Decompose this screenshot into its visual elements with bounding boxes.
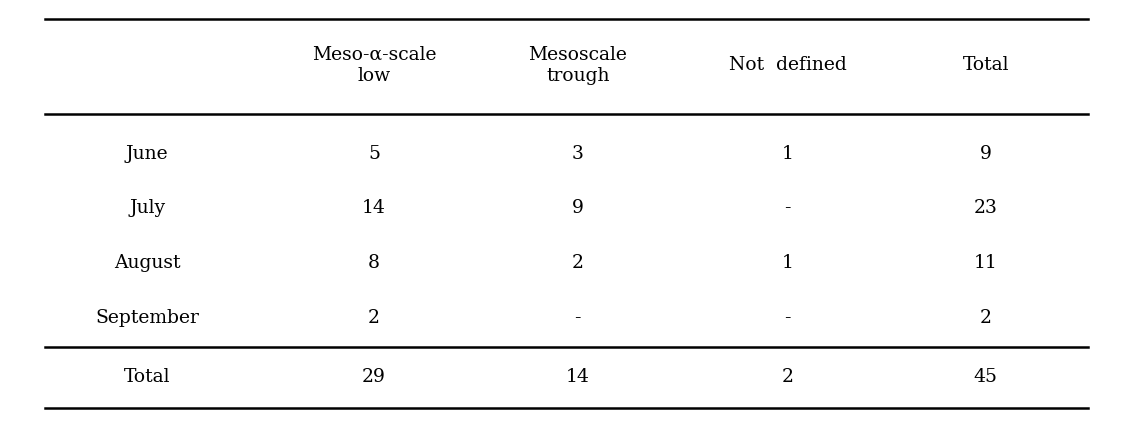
Text: -: - xyxy=(574,309,581,327)
Text: 5: 5 xyxy=(368,145,380,163)
Text: 11: 11 xyxy=(974,254,997,272)
Text: -: - xyxy=(784,200,791,217)
Text: September: September xyxy=(95,309,199,327)
Text: 29: 29 xyxy=(361,368,386,386)
Text: 2: 2 xyxy=(368,309,380,327)
Text: August: August xyxy=(114,254,180,272)
Text: Total: Total xyxy=(962,56,1010,74)
Text: 3: 3 xyxy=(572,145,583,163)
Text: 45: 45 xyxy=(973,368,998,386)
Text: -: - xyxy=(784,309,791,327)
Text: 1: 1 xyxy=(782,254,793,272)
Text: 9: 9 xyxy=(572,200,583,217)
Text: 23: 23 xyxy=(973,200,998,217)
Text: 2: 2 xyxy=(782,368,793,386)
Text: July: July xyxy=(129,200,165,217)
Text: 14: 14 xyxy=(565,368,590,386)
Text: 8: 8 xyxy=(368,254,380,272)
Text: Not  defined: Not defined xyxy=(729,56,846,74)
Text: 1: 1 xyxy=(782,145,793,163)
Text: Total: Total xyxy=(123,368,171,386)
Text: 2: 2 xyxy=(572,254,583,272)
Text: 14: 14 xyxy=(361,200,386,217)
Text: 2: 2 xyxy=(980,309,991,327)
Text: 9: 9 xyxy=(980,145,991,163)
Text: Mesoscale
trough: Mesoscale trough xyxy=(528,46,628,85)
Text: Meso-α-scale
low: Meso-α-scale low xyxy=(312,46,436,85)
Text: June: June xyxy=(126,145,169,163)
